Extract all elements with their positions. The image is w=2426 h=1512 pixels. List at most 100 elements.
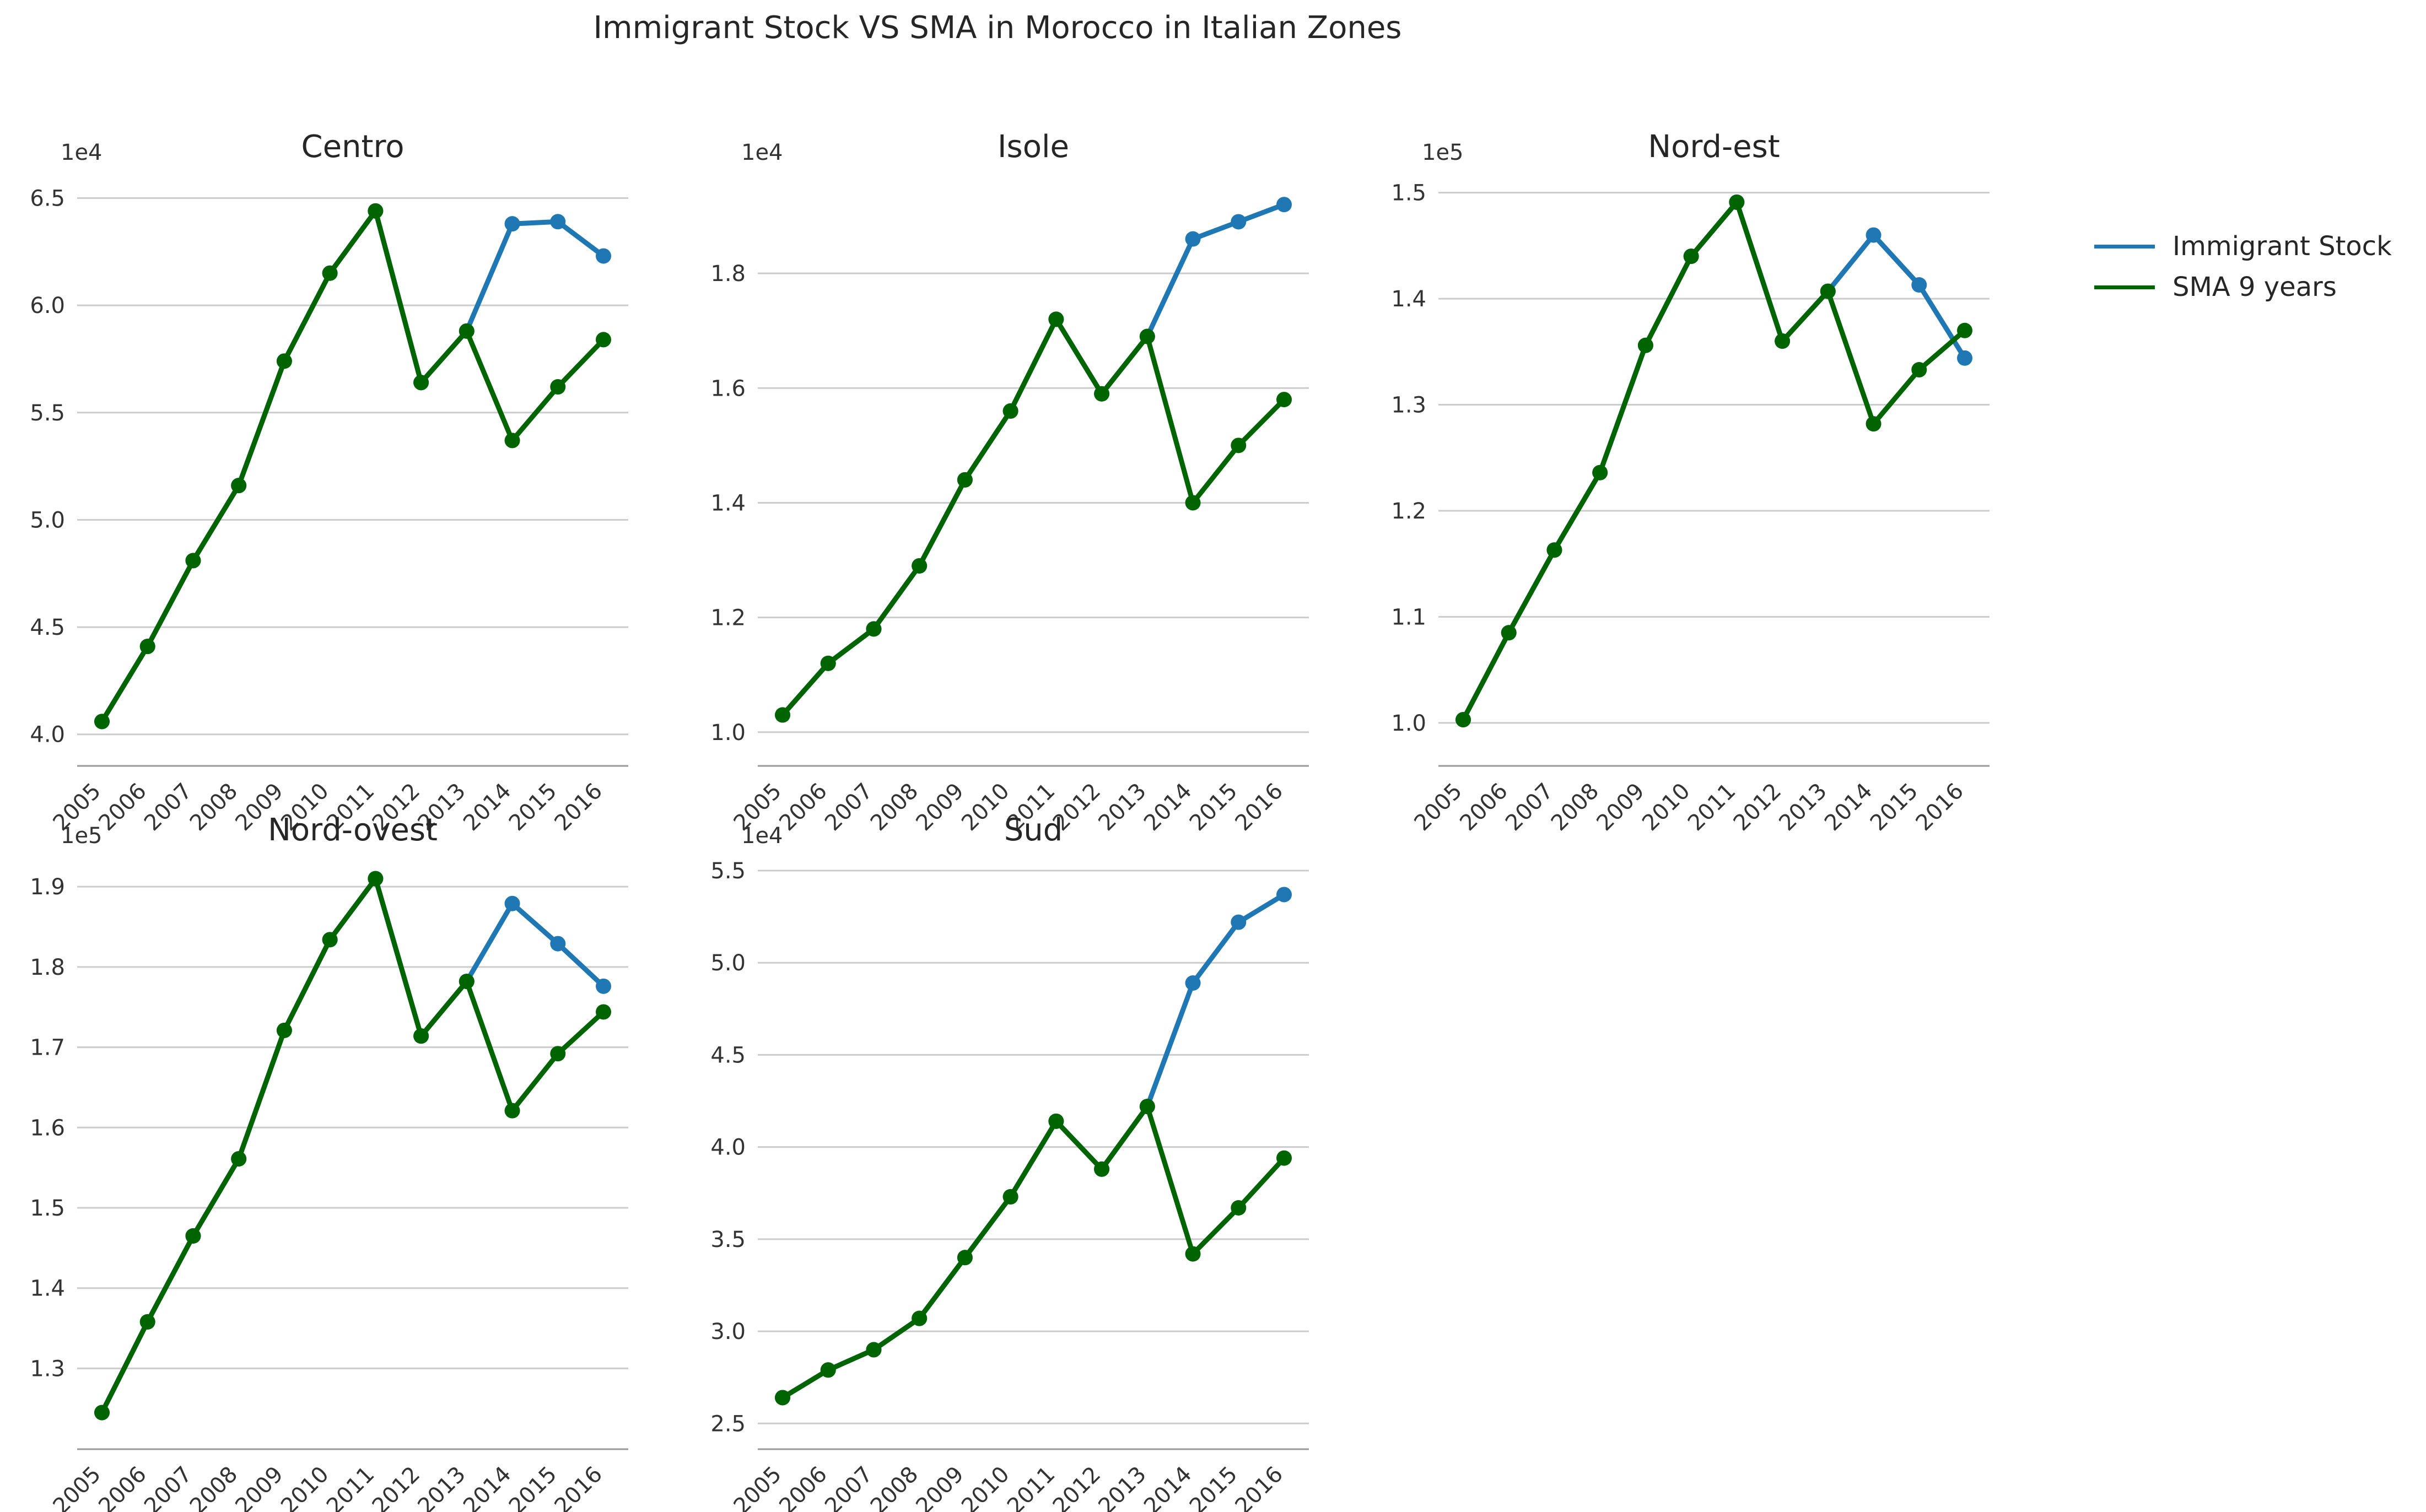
y-tick-label: 4.0 bbox=[30, 722, 65, 748]
data-point-sma-9-years bbox=[459, 323, 475, 339]
y-tick-label: 1.5 bbox=[1391, 181, 1426, 206]
data-point-sma-9-years bbox=[368, 871, 384, 887]
x-tick-label: 2014 bbox=[1820, 779, 1878, 836]
data-point-sma-9-years bbox=[1094, 1161, 1110, 1177]
data-point-sma-9-years bbox=[231, 478, 247, 494]
x-tick-label: 2008 bbox=[185, 779, 243, 836]
y-tick-label: 1.3 bbox=[1391, 393, 1426, 418]
data-point-immigrant-stock bbox=[1231, 914, 1247, 930]
chart-title: Nord-est bbox=[1648, 129, 1780, 165]
data-point-sma-9-years bbox=[957, 472, 973, 488]
y-tick-label: 1.8 bbox=[710, 261, 746, 287]
y-tick-label: 5.0 bbox=[710, 951, 746, 976]
legend-swatch-sma bbox=[2094, 285, 2155, 289]
x-tick-label: 2015 bbox=[504, 779, 562, 836]
data-point-sma-9-years bbox=[1501, 625, 1517, 641]
data-point-sma-9-years bbox=[1048, 1113, 1064, 1129]
data-point-sma-9-years bbox=[1094, 386, 1110, 402]
x-tick-label: 2007 bbox=[1501, 779, 1559, 836]
data-point-sma-9-years bbox=[550, 1046, 566, 1062]
data-point-sma-9-years bbox=[185, 1228, 201, 1244]
data-point-sma-9-years bbox=[1139, 1099, 1155, 1115]
y-tick-label: 3.0 bbox=[710, 1319, 746, 1344]
data-point-sma-9-years bbox=[1276, 392, 1292, 408]
data-point-sma-9-years bbox=[1957, 322, 1972, 338]
data-point-immigrant-stock bbox=[596, 978, 611, 994]
x-tick-label: 2016 bbox=[1911, 779, 1969, 836]
data-point-sma-9-years bbox=[94, 1405, 110, 1421]
data-point-sma-9-years bbox=[1231, 438, 1247, 453]
series-line-sma-9-years bbox=[99, 876, 606, 1416]
x-tick-label: 2007 bbox=[820, 779, 878, 836]
data-point-sma-9-years bbox=[1139, 328, 1155, 344]
data-point-immigrant-stock bbox=[1276, 887, 1292, 903]
y-tick-label: 1.8 bbox=[30, 955, 65, 980]
data-point-sma-9-years bbox=[1002, 403, 1018, 419]
data-point-sma-9-years bbox=[1592, 465, 1608, 480]
x-tick-label: 2010 bbox=[1637, 779, 1695, 836]
data-point-sma-9-years bbox=[1911, 362, 1927, 378]
y-tick-label: 5.0 bbox=[30, 507, 65, 533]
axis-multiplier: 1e5 bbox=[61, 823, 103, 849]
y-tick-label: 1.1 bbox=[1391, 604, 1426, 630]
data-point-sma-9-years bbox=[504, 433, 520, 449]
data-point-sma-9-years bbox=[276, 1022, 292, 1038]
data-point-immigrant-stock bbox=[1231, 214, 1247, 230]
data-point-sma-9-years bbox=[1455, 712, 1471, 728]
data-point-sma-9-years bbox=[94, 714, 110, 730]
x-tick-label: 2014 bbox=[1139, 779, 1197, 836]
data-point-sma-9-years bbox=[459, 974, 475, 990]
y-tick-label: 1.5 bbox=[30, 1196, 65, 1221]
data-point-sma-9-years bbox=[231, 1151, 247, 1167]
data-point-sma-9-years bbox=[912, 1310, 928, 1326]
series-line-sma-9-years bbox=[99, 208, 606, 724]
y-tick-label: 1.6 bbox=[30, 1115, 65, 1141]
x-tick-label: 2016 bbox=[550, 1462, 608, 1512]
data-point-immigrant-stock bbox=[1911, 277, 1927, 293]
x-tick-label: 2006 bbox=[774, 779, 832, 836]
chart-title: Sud bbox=[1004, 812, 1063, 848]
data-point-sma-9-years bbox=[322, 932, 338, 948]
data-point-sma-9-years bbox=[368, 203, 384, 219]
data-point-immigrant-stock bbox=[504, 895, 520, 911]
y-tick-label: 5.5 bbox=[30, 401, 65, 426]
data-point-immigrant-stock bbox=[1276, 197, 1292, 213]
legend-label-immigrant-stock: Immigrant Stock bbox=[2172, 231, 2392, 262]
y-tick-label: 1.2 bbox=[1391, 499, 1426, 524]
data-point-sma-9-years bbox=[322, 265, 338, 281]
y-tick-label: 1.4 bbox=[710, 490, 746, 516]
data-point-sma-9-years bbox=[775, 707, 790, 723]
data-point-sma-9-years bbox=[276, 353, 292, 369]
y-tick-label: 1.0 bbox=[1391, 711, 1426, 736]
y-tick-label: 3.5 bbox=[710, 1227, 746, 1252]
x-tick-label: 2008 bbox=[1546, 779, 1604, 836]
y-tick-label: 1.0 bbox=[710, 720, 746, 746]
data-point-sma-9-years bbox=[1729, 194, 1745, 210]
x-tick-label: 2007 bbox=[139, 779, 197, 836]
data-point-immigrant-stock bbox=[1866, 227, 1882, 243]
x-tick-label: 2014 bbox=[459, 779, 516, 836]
y-tick-label: 6.5 bbox=[30, 186, 65, 211]
data-point-sma-9-years bbox=[912, 558, 928, 574]
data-point-immigrant-stock bbox=[596, 248, 611, 264]
x-tick-label: 2016 bbox=[550, 779, 608, 836]
chart-title: Centro bbox=[301, 129, 404, 165]
data-point-sma-9-years bbox=[1683, 249, 1699, 264]
y-tick-label: 5.5 bbox=[710, 858, 746, 884]
data-point-sma-9-years bbox=[866, 1342, 882, 1358]
y-tick-label: 1.4 bbox=[30, 1276, 65, 1302]
x-tick-label: 2006 bbox=[94, 779, 152, 836]
series-line-sma-9-years bbox=[1460, 199, 1967, 722]
data-point-immigrant-stock bbox=[1185, 231, 1201, 247]
x-tick-label: 2009 bbox=[1592, 779, 1649, 836]
legend: Immigrant Stock SMA 9 years bbox=[2094, 226, 2392, 307]
y-tick-label: 6.0 bbox=[30, 293, 65, 318]
x-tick-label: 2008 bbox=[866, 779, 924, 836]
data-point-sma-9-years bbox=[775, 1390, 790, 1406]
series-line-immigrant-stock bbox=[1460, 199, 1967, 722]
x-tick-label: 2016 bbox=[1231, 779, 1289, 836]
